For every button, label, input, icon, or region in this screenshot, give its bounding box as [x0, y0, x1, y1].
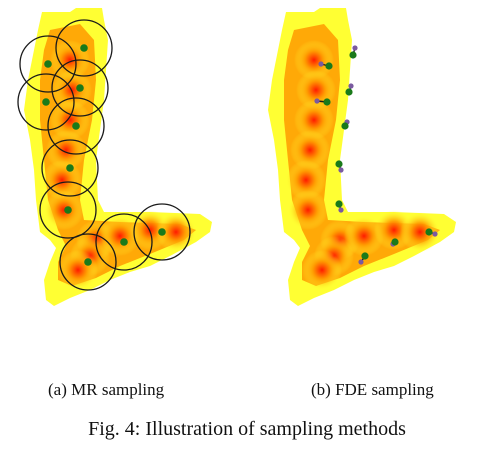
subcaption-fde-sampling: (b) FDE sampling [311, 380, 434, 399]
heat-hotspot [302, 250, 342, 290]
panel-fde-sampling [247, 0, 494, 330]
sample-point [76, 84, 84, 92]
sample-region-circle [59, 233, 117, 291]
sample-point [72, 122, 80, 130]
mr-sampling-heatmap [17, 8, 212, 306]
fde-endpoint [432, 231, 438, 237]
sample-region-circle [95, 213, 153, 271]
heat-region [268, 8, 456, 306]
heat-hotspot [286, 160, 326, 200]
sample-point [42, 98, 50, 106]
sample-point [158, 228, 166, 236]
heat-hotspot [50, 100, 90, 140]
heat-hotspot [290, 130, 330, 170]
sample-point [349, 51, 357, 59]
sample-point [64, 206, 72, 214]
sample-point [391, 238, 399, 246]
heat-hotspot [50, 40, 90, 80]
sample-point [425, 228, 433, 236]
fde-endpoint [338, 167, 344, 173]
heat-hotspot [400, 212, 440, 252]
fde-endpoint [338, 207, 344, 213]
sample-point [325, 62, 333, 70]
fde-endpoint [314, 98, 320, 104]
heat-hotspot [344, 216, 384, 256]
fde-endpoint [352, 45, 358, 51]
heat-region [24, 8, 212, 306]
heat-hotspot [58, 250, 98, 290]
sample-point [345, 88, 353, 96]
heat-hotspot [156, 212, 196, 252]
heat-hotspot [288, 190, 328, 230]
figure-caption: Fig. 4: Illustration of sampling methods [88, 418, 406, 440]
sample-region-circle [47, 97, 105, 155]
heat-hotspot [294, 40, 334, 80]
sample-region-circle [41, 139, 99, 197]
fde-sampling-heatmap [268, 8, 456, 306]
sample-point [335, 160, 343, 168]
sample-region-circle [19, 35, 77, 93]
sample-point [323, 98, 331, 106]
sample-region-circle [133, 203, 191, 261]
sample-point [84, 258, 92, 266]
fde-endpoint [318, 61, 324, 67]
panel-mr-sampling [0, 0, 247, 330]
subcaption-mr-sampling: (a) MR sampling [48, 380, 165, 399]
sample-region-circle [51, 59, 109, 117]
sample-point [44, 60, 52, 68]
sample-region-circle [39, 181, 97, 239]
heat-hotspot [44, 190, 84, 230]
sample-point [361, 252, 369, 260]
sample-point [120, 238, 128, 246]
sample-point [80, 44, 88, 52]
heat-hotspot [294, 100, 334, 140]
sample-point [341, 122, 349, 130]
sample-region-circle [55, 19, 113, 77]
sample-point [335, 200, 343, 208]
fde-endpoint [358, 259, 364, 265]
sample-point [66, 164, 74, 172]
sample-region-circle [17, 73, 75, 131]
fde-endpoint [348, 83, 354, 89]
heat-hotspot [100, 216, 140, 256]
